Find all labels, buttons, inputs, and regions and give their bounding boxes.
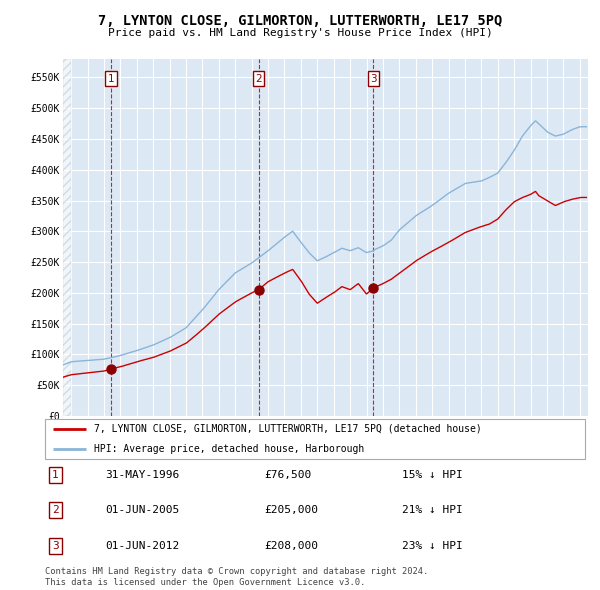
FancyBboxPatch shape — [45, 419, 585, 459]
Text: 31-MAY-1996: 31-MAY-1996 — [105, 470, 179, 480]
Text: 3: 3 — [52, 541, 59, 550]
Text: 3: 3 — [370, 74, 377, 84]
Text: £76,500: £76,500 — [264, 470, 311, 480]
Text: HPI: Average price, detached house, Harborough: HPI: Average price, detached house, Harb… — [94, 444, 364, 454]
Text: 2: 2 — [255, 74, 262, 84]
Text: £205,000: £205,000 — [264, 506, 318, 515]
Text: 23% ↓ HPI: 23% ↓ HPI — [402, 541, 463, 550]
Text: 7, LYNTON CLOSE, GILMORTON, LUTTERWORTH, LE17 5PQ: 7, LYNTON CLOSE, GILMORTON, LUTTERWORTH,… — [98, 14, 502, 28]
Text: 15% ↓ HPI: 15% ↓ HPI — [402, 470, 463, 480]
Text: 01-JUN-2005: 01-JUN-2005 — [105, 506, 179, 515]
Text: 2: 2 — [52, 506, 59, 515]
Text: £208,000: £208,000 — [264, 541, 318, 550]
Text: 1: 1 — [107, 74, 114, 84]
Text: 1: 1 — [52, 470, 59, 480]
Text: 01-JUN-2012: 01-JUN-2012 — [105, 541, 179, 550]
Text: 21% ↓ HPI: 21% ↓ HPI — [402, 506, 463, 515]
Text: Price paid vs. HM Land Registry's House Price Index (HPI): Price paid vs. HM Land Registry's House … — [107, 28, 493, 38]
Text: Contains HM Land Registry data © Crown copyright and database right 2024.
This d: Contains HM Land Registry data © Crown c… — [45, 568, 428, 586]
Text: 7, LYNTON CLOSE, GILMORTON, LUTTERWORTH, LE17 5PQ (detached house): 7, LYNTON CLOSE, GILMORTON, LUTTERWORTH,… — [94, 424, 481, 434]
